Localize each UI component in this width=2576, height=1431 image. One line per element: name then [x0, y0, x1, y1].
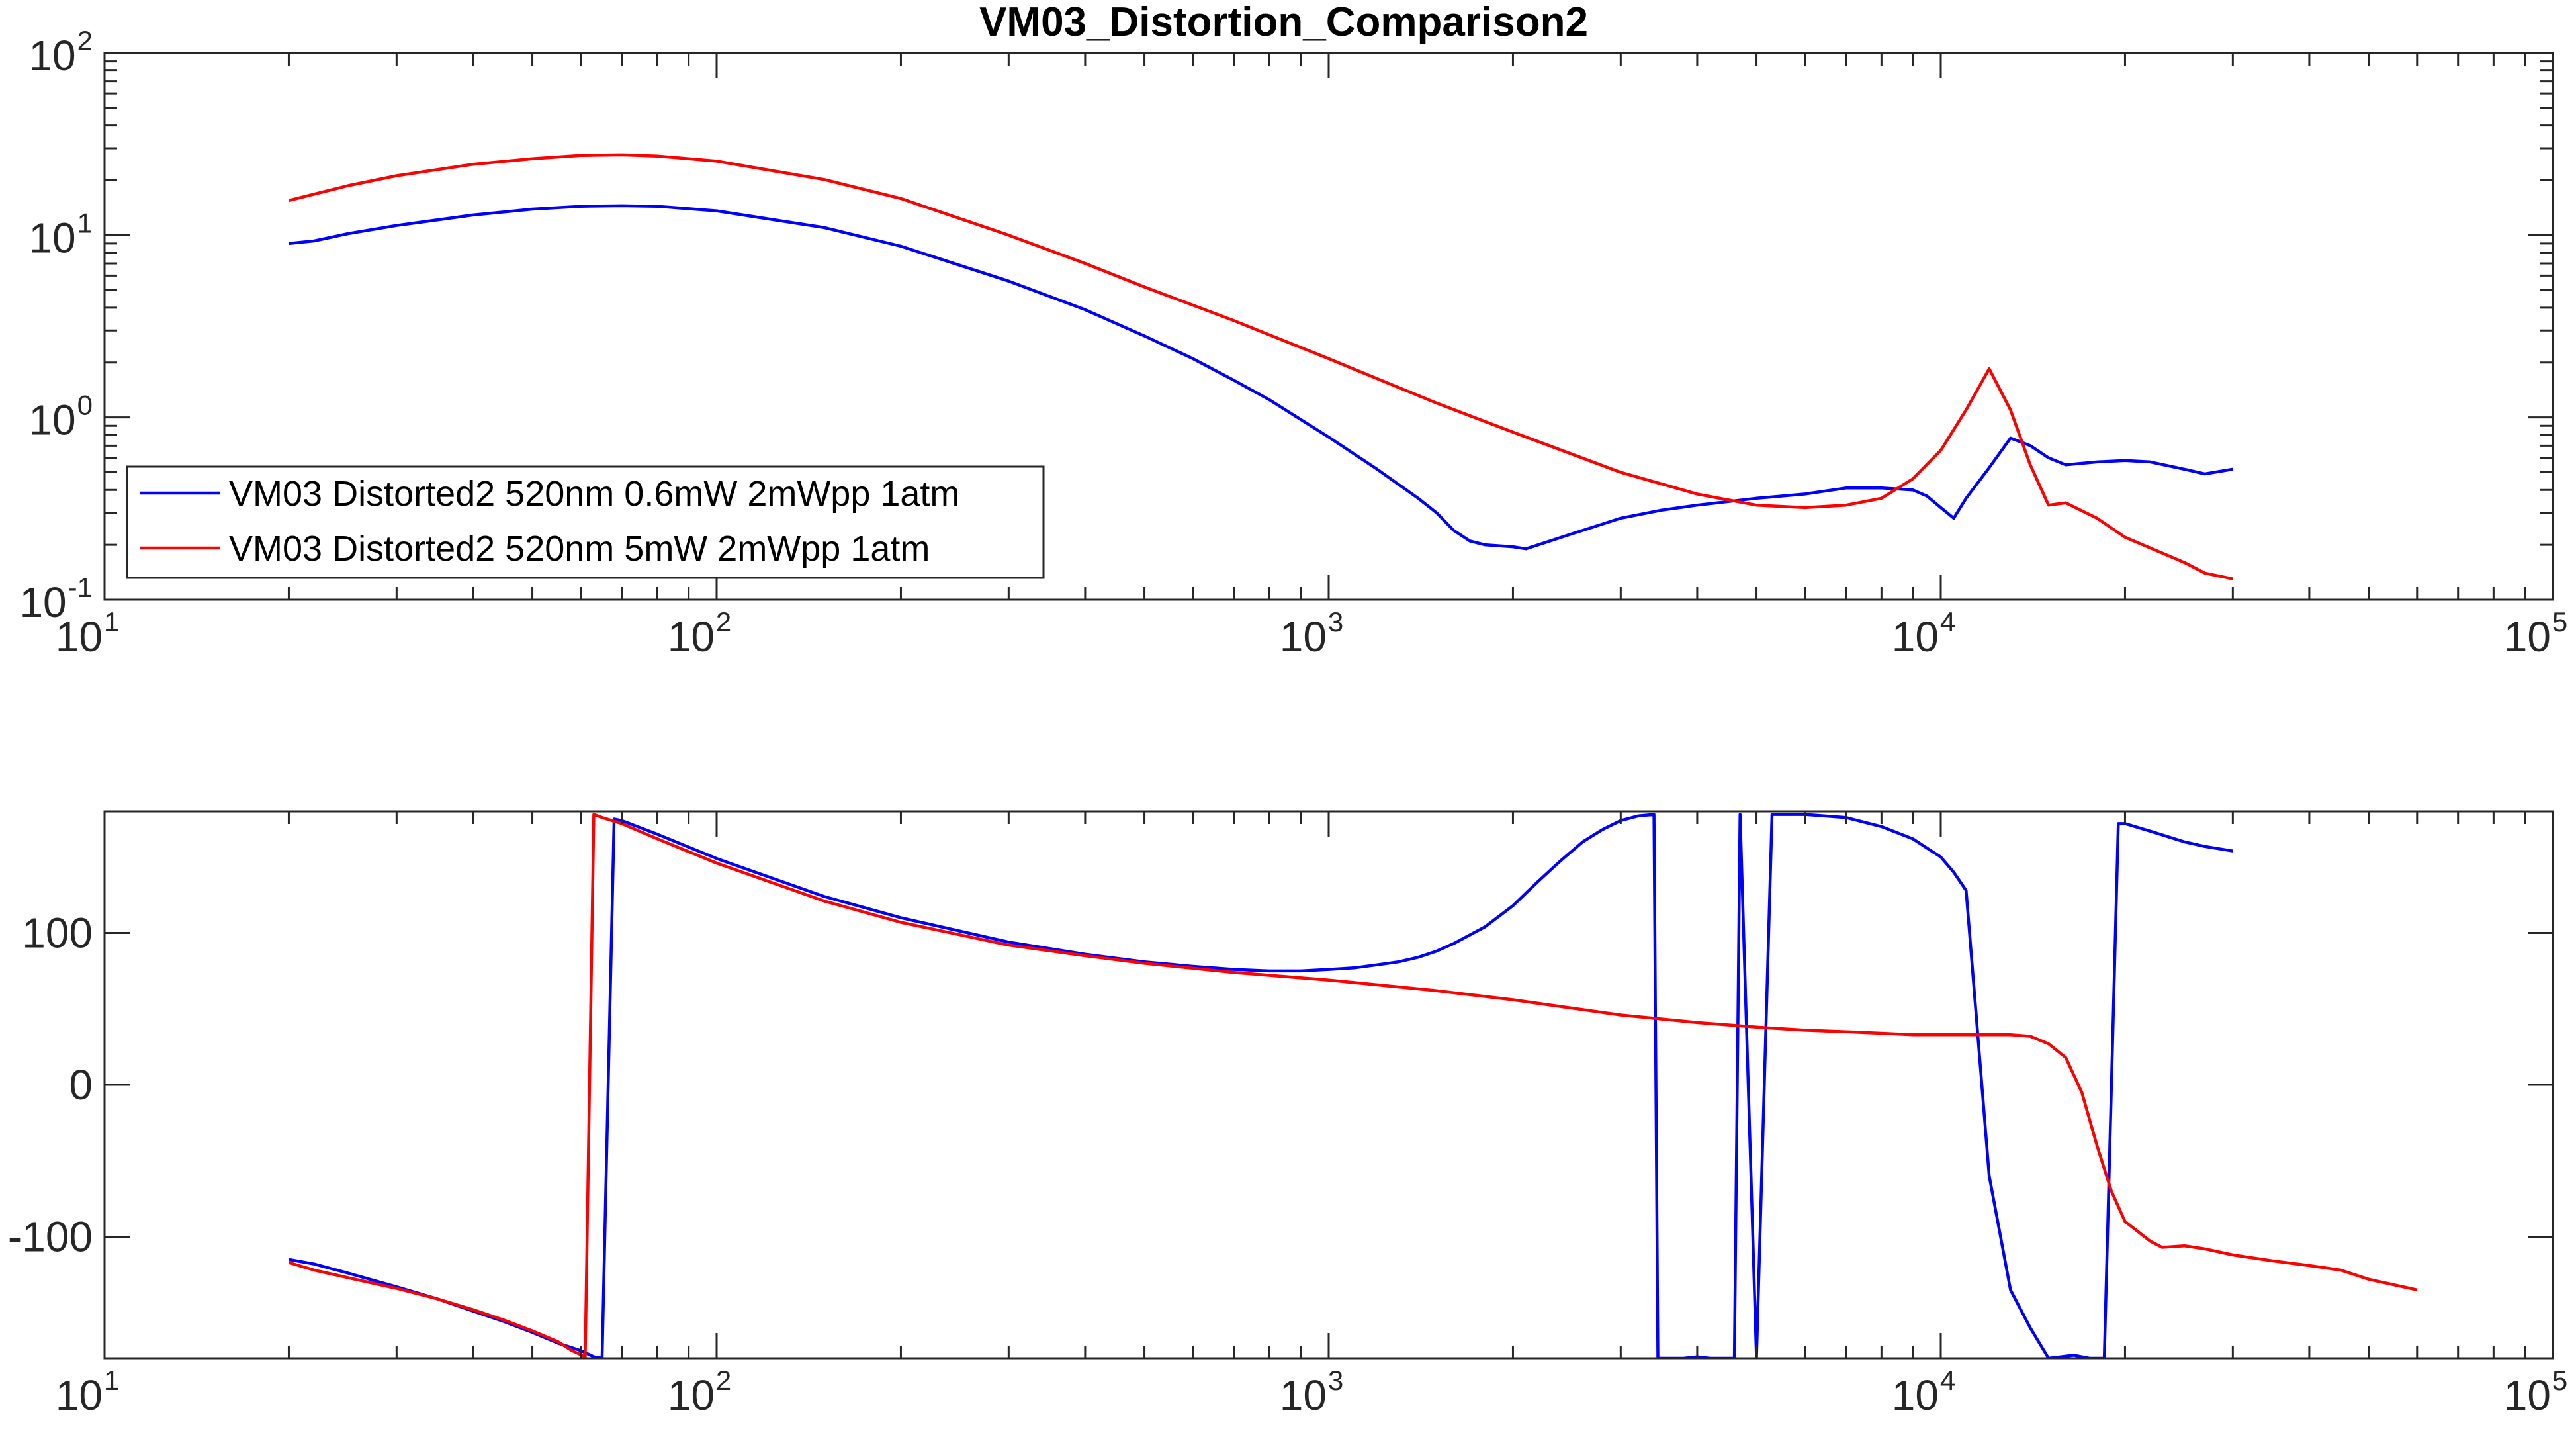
legend-label-series-1: VM03 Distorted2 520nm 0.6mW 2mWpp 1atm — [229, 474, 959, 514]
phase-ytick-label: -100 — [8, 1213, 93, 1260]
legend-box — [126, 465, 1045, 579]
chart-title: VM03_Distortion_Comparison2 — [979, 0, 1588, 45]
phase-ytick-label: 100 — [22, 909, 93, 957]
phase-series-1-line — [289, 813, 2233, 1358]
magnitude-series-2-line — [288, 153, 2233, 580]
legend: VM03 Distorted2 520nm 0.6mW 2mWpp 1atm V… — [126, 465, 1045, 579]
legend-label-series-2: VM03 Distorted2 520nm 5mW 2mWpp 1atm — [229, 529, 930, 569]
phase-series-group — [288, 813, 2418, 1358]
magnitude-ytick-label: 10-1 — [19, 572, 93, 626]
phase-ytick-label: 0 — [69, 1061, 93, 1109]
phase-xtick-label: 103 — [1280, 1365, 1344, 1419]
phase-xtick-label: 102 — [668, 1365, 732, 1419]
magnitude-series-group — [288, 153, 2233, 580]
phase-series-2-line — [288, 813, 2418, 1358]
